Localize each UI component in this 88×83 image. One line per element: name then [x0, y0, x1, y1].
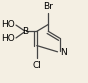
Text: HO: HO [1, 20, 15, 29]
Text: Br: Br [43, 2, 53, 11]
Text: B: B [22, 27, 28, 36]
Text: HO: HO [1, 34, 15, 43]
Text: N: N [60, 48, 67, 57]
Text: Cl: Cl [32, 61, 41, 70]
